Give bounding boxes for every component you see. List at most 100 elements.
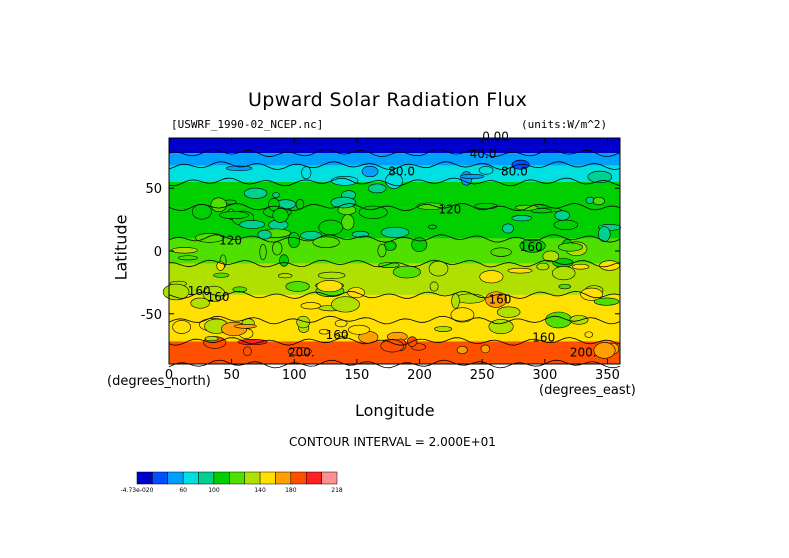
heatmap-patch	[598, 226, 611, 243]
heatmap-patch	[427, 224, 437, 230]
heatmap-patch	[331, 296, 360, 313]
heatmap-patch	[593, 342, 616, 359]
heatmap-patch	[318, 219, 344, 236]
heatmap-patch	[317, 271, 346, 280]
chart-title: Upward Solar Radiation Flux	[248, 89, 528, 111]
heatmap-patch	[511, 215, 533, 222]
contour-line	[168, 290, 621, 299]
y-tick-label: -50	[141, 308, 162, 323]
heatmap-patch	[272, 208, 289, 223]
heatmap-patch	[330, 196, 357, 209]
contour-label: 160	[207, 290, 230, 304]
colorbar-swatch	[229, 471, 245, 485]
x-tick-label: 100	[282, 368, 307, 383]
heatmap-patch	[234, 323, 257, 329]
heatmap-patch	[531, 208, 552, 214]
heatmap-patch	[225, 165, 253, 172]
contour-line	[168, 315, 621, 325]
heatmap-patch	[434, 326, 453, 332]
colorbar-label: 180	[285, 487, 297, 494]
heatmap-patch	[210, 197, 227, 212]
heatmap-patch	[480, 344, 491, 354]
heatmap-blobs	[162, 148, 621, 369]
heatmap-band	[169, 138, 620, 154]
contour-label: 40.0	[470, 147, 497, 161]
heatmap-patch	[519, 238, 546, 253]
heatmap-patch	[300, 302, 321, 310]
contour-line	[168, 234, 621, 243]
colorbar-swatch	[152, 471, 169, 485]
x-unit-label: (degrees_east)	[539, 383, 636, 398]
heatmap-patch	[378, 262, 400, 268]
heatmap-patch	[178, 255, 198, 261]
heatmap-patch	[239, 220, 266, 229]
heatmap-patch	[485, 291, 508, 308]
heatmap-patch	[191, 204, 212, 220]
contour-label: 160	[488, 293, 511, 307]
colorbar-swatch	[275, 471, 292, 485]
heatmap-patch	[428, 260, 449, 277]
colorbar-swatch	[305, 471, 322, 485]
colorbar: -4.73e-020 60 100 140 180 218	[121, 471, 343, 494]
heatmap-patch	[219, 211, 249, 220]
x-tick-label: 0	[165, 368, 173, 383]
heatmap-patch	[557, 242, 583, 252]
contour-label: 80.0	[501, 165, 528, 179]
axis-ticks: 0 50 100 150 200 250 300 350 50 0 -50	[141, 138, 620, 383]
heatmap-patch	[288, 232, 301, 249]
contour-label: 120	[219, 234, 242, 248]
contour-line	[168, 148, 621, 158]
colorbar-swatch	[290, 471, 307, 485]
heatmap-patch	[171, 247, 198, 254]
contour-label: 160	[188, 284, 211, 298]
heatmap-patch	[377, 243, 387, 258]
heatmap-patch	[584, 331, 594, 338]
contour-label: 120	[438, 202, 461, 216]
colorbar-label: -4.73e-020	[121, 487, 154, 494]
heatmap-patch	[318, 328, 330, 335]
heatmap-patch	[330, 176, 359, 186]
heatmap-band	[169, 294, 620, 321]
file-label: [USWRF_1990-02_NCEP.nc]	[171, 118, 324, 131]
heatmap-patch	[243, 187, 268, 199]
heatmap-patch	[479, 270, 504, 284]
colorbar-swatch	[259, 471, 276, 485]
heatmap-patch	[202, 285, 226, 303]
colorbar-label: 60	[179, 487, 187, 494]
heatmap-patch	[478, 166, 494, 175]
heatmap-patch	[243, 346, 252, 356]
heatmap-patch	[272, 192, 280, 198]
contour-label: 0.00	[482, 130, 509, 144]
heatmap-patch	[554, 210, 570, 221]
heatmap-patch	[268, 197, 280, 212]
heatmap-patch	[502, 223, 515, 234]
colorbar-label: 218	[331, 487, 343, 494]
contour-line	[168, 259, 621, 268]
heatmap-patch	[279, 254, 289, 267]
heatmap-patch	[392, 265, 421, 279]
heatmap-patch	[312, 236, 340, 248]
x-tick-label: 200	[407, 368, 432, 383]
heatmap-patch	[257, 229, 272, 240]
contour-label: 160	[532, 330, 555, 344]
heatmap-patch	[380, 339, 404, 353]
heatmap-patch	[300, 230, 322, 241]
contour-interval: CONTOUR INTERVAL = 2.000E+01	[289, 435, 496, 449]
heatmap-patch	[474, 202, 498, 210]
heatmap-band	[169, 341, 620, 364]
heatmap-patch	[572, 263, 590, 270]
colorbar-swatch	[136, 471, 153, 485]
heatmap-patch	[361, 165, 379, 178]
contour-line	[168, 337, 621, 346]
heatmap-patch	[194, 233, 225, 243]
heatmap-patch	[558, 283, 571, 290]
heatmap-patch	[316, 280, 343, 293]
heatmap-patch	[587, 170, 613, 184]
heatmap-band	[169, 153, 620, 166]
heatmap-patch	[335, 332, 349, 337]
heatmap-patch	[301, 166, 312, 180]
heatmap-patch	[593, 297, 620, 306]
contour-label: 200.	[288, 345, 315, 359]
heatmap-patch	[334, 319, 348, 328]
contour-line	[168, 161, 621, 171]
